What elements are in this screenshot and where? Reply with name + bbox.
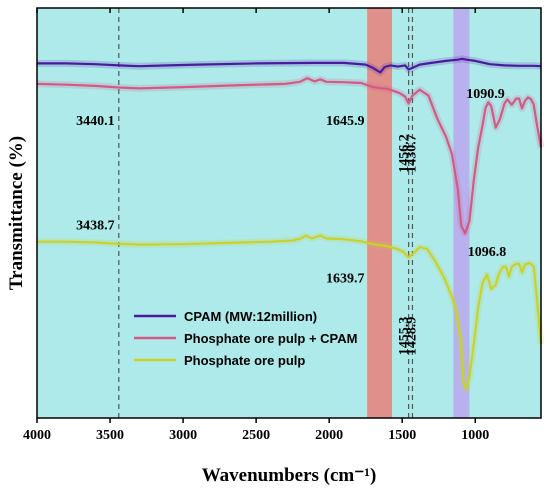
- x-tick-label: 2500: [242, 428, 270, 443]
- legend-label: Phosphate ore pulp: [184, 353, 305, 368]
- peak-annotation: 1455.3: [397, 317, 412, 356]
- legend: CPAM (MW:12million) Phosphate ore pulp + …: [134, 309, 357, 368]
- peak-annotation: 1096.8: [468, 245, 507, 260]
- x-tick-label: 4000: [23, 428, 51, 443]
- legend-label: Phosphate ore pulp + CPAM: [184, 331, 357, 346]
- x-tick-label: 2000: [315, 428, 343, 443]
- axes: 4000 3500 3000 2500 2000 1500 1000: [23, 7, 542, 443]
- peak-annotation: 1430.7: [404, 134, 419, 173]
- x-tick-label: 3500: [96, 428, 124, 443]
- peak-annotation: 1639.7: [326, 272, 365, 287]
- peak-annotation: 3440.1: [76, 114, 115, 129]
- highlight-bands: [367, 8, 470, 418]
- series-line: [37, 234, 543, 391]
- x-tick-label: 1000: [461, 428, 489, 443]
- peak-annotation: 1428.9: [404, 317, 419, 356]
- legend-label: CPAM (MW:12million): [184, 309, 317, 324]
- highlight-band: [367, 8, 392, 418]
- peak-annotation: 1090.9: [466, 87, 505, 102]
- x-tick-label: 3000: [169, 428, 197, 443]
- y-axis-title: Transmittance (%): [6, 136, 27, 290]
- plot-frame: [36, 7, 542, 419]
- peak-annotation: 1456.2: [397, 134, 412, 173]
- peak-annotation: 3438.7: [76, 218, 115, 233]
- series-lines: [36, 55, 545, 393]
- x-axis-title: Wavenumbers (cm⁻¹): [202, 465, 377, 486]
- series-line: [37, 57, 542, 74]
- x-tick-label: 1500: [388, 428, 416, 443]
- series-line: [36, 77, 543, 235]
- peak-annotation: 1645.9: [326, 114, 365, 129]
